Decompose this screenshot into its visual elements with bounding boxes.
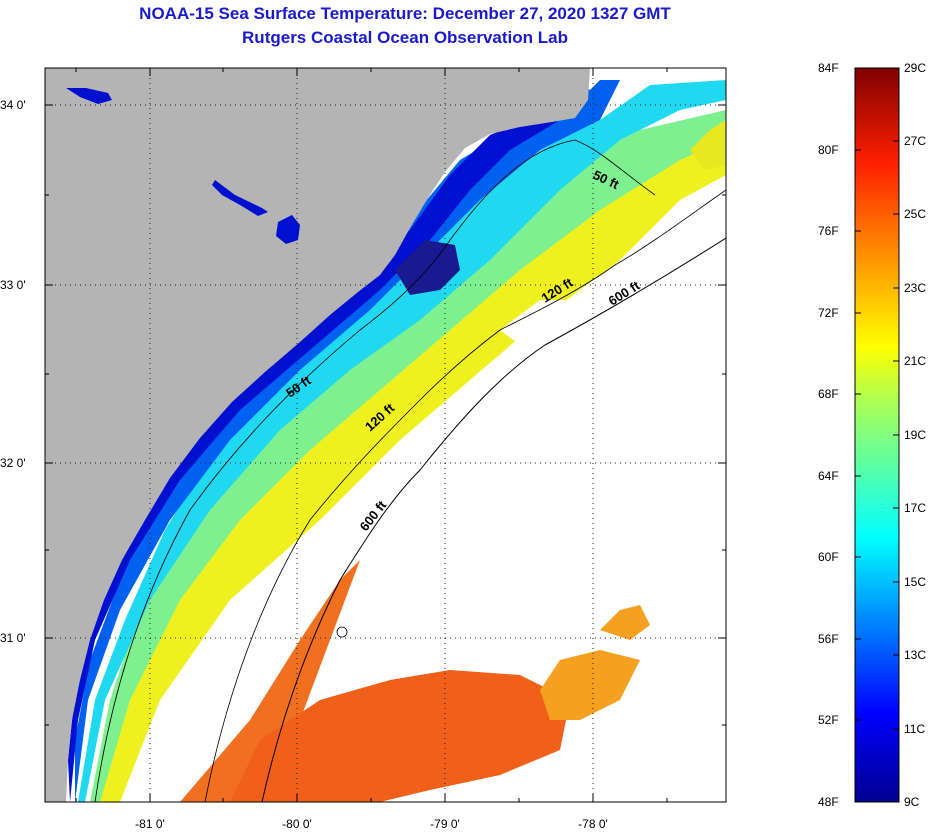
colorbar-c-label: 23C (904, 281, 927, 295)
colorbar-ticks (855, 67, 899, 730)
no-data-patch (500, 195, 726, 345)
isobath-50ft (94, 139, 656, 802)
colorbar-f-label: 68F (818, 387, 839, 401)
colorbar-f-label: 72F (818, 306, 839, 320)
colorbar-f-label: 48F (818, 795, 839, 809)
sst-patch-northeast (690, 120, 726, 170)
lat-label: 34 0' (0, 98, 26, 112)
axis-ticks (45, 68, 726, 802)
land (45, 68, 590, 802)
isobath-120ft (204, 189, 726, 802)
graticule (45, 68, 726, 802)
map-frame (44, 67, 727, 803)
winyah-bay-water (66, 88, 112, 104)
sst-patch-east (600, 605, 650, 640)
lake-marion (212, 180, 268, 216)
colorbar-c-label: 27C (904, 134, 927, 148)
colorbar-f-label: 76F (818, 224, 839, 238)
sst-patch-southeast (540, 650, 640, 720)
colorbar-c-label: 29C (904, 61, 927, 75)
colorbar (854, 67, 900, 803)
colorbar-c-label: 21C (904, 354, 927, 368)
colorbar-c-label: 15C (904, 575, 927, 589)
map-canvas: 50 ft 50 ft 120 ft 120 ft 600 ft 600 ft (45, 68, 726, 802)
lon-label: -78 0' (578, 817, 608, 831)
isobath-600ft (261, 237, 726, 802)
map-subtitle: Rutgers Coastal Ocean Observation Lab (242, 28, 568, 47)
map-title: NOAA-15 Sea Surface Temperature: Decembe… (139, 4, 671, 23)
colorbar-f-label: 56F (818, 632, 839, 646)
lat-label: 32 0' (0, 456, 26, 470)
lat-label: 31 0' (0, 631, 26, 645)
colorbar-c-label: 19C (904, 428, 927, 442)
colorbar-c-label: 25C (904, 207, 927, 221)
colorbar-f-label: 52F (818, 713, 839, 727)
colorbar-f-label: 80F (818, 143, 839, 157)
sst-cold-pocket (395, 240, 460, 295)
colorbar-c-label: 9C (904, 795, 920, 809)
colorbar-f-label: 64F (818, 469, 839, 483)
lake-moultrie (276, 215, 300, 244)
isobath-seamount (336, 626, 348, 638)
sst-band-yellow (100, 120, 726, 802)
lon-label: -81 0' (135, 817, 165, 831)
lon-label: -79 0' (430, 817, 460, 831)
colorbar-f-label: 60F (818, 550, 839, 564)
colorbar-c-label: 17C (904, 501, 927, 515)
colorbar-f-label: 84F (818, 61, 839, 75)
lat-label: 33 0' (0, 278, 26, 292)
colorbar-c-label: 13C (904, 648, 927, 662)
lon-label: -80 0' (282, 817, 312, 831)
sst-band-warm (180, 560, 360, 802)
sst-patch-south (230, 670, 570, 802)
colorbar-c-label: 11C (904, 722, 926, 736)
